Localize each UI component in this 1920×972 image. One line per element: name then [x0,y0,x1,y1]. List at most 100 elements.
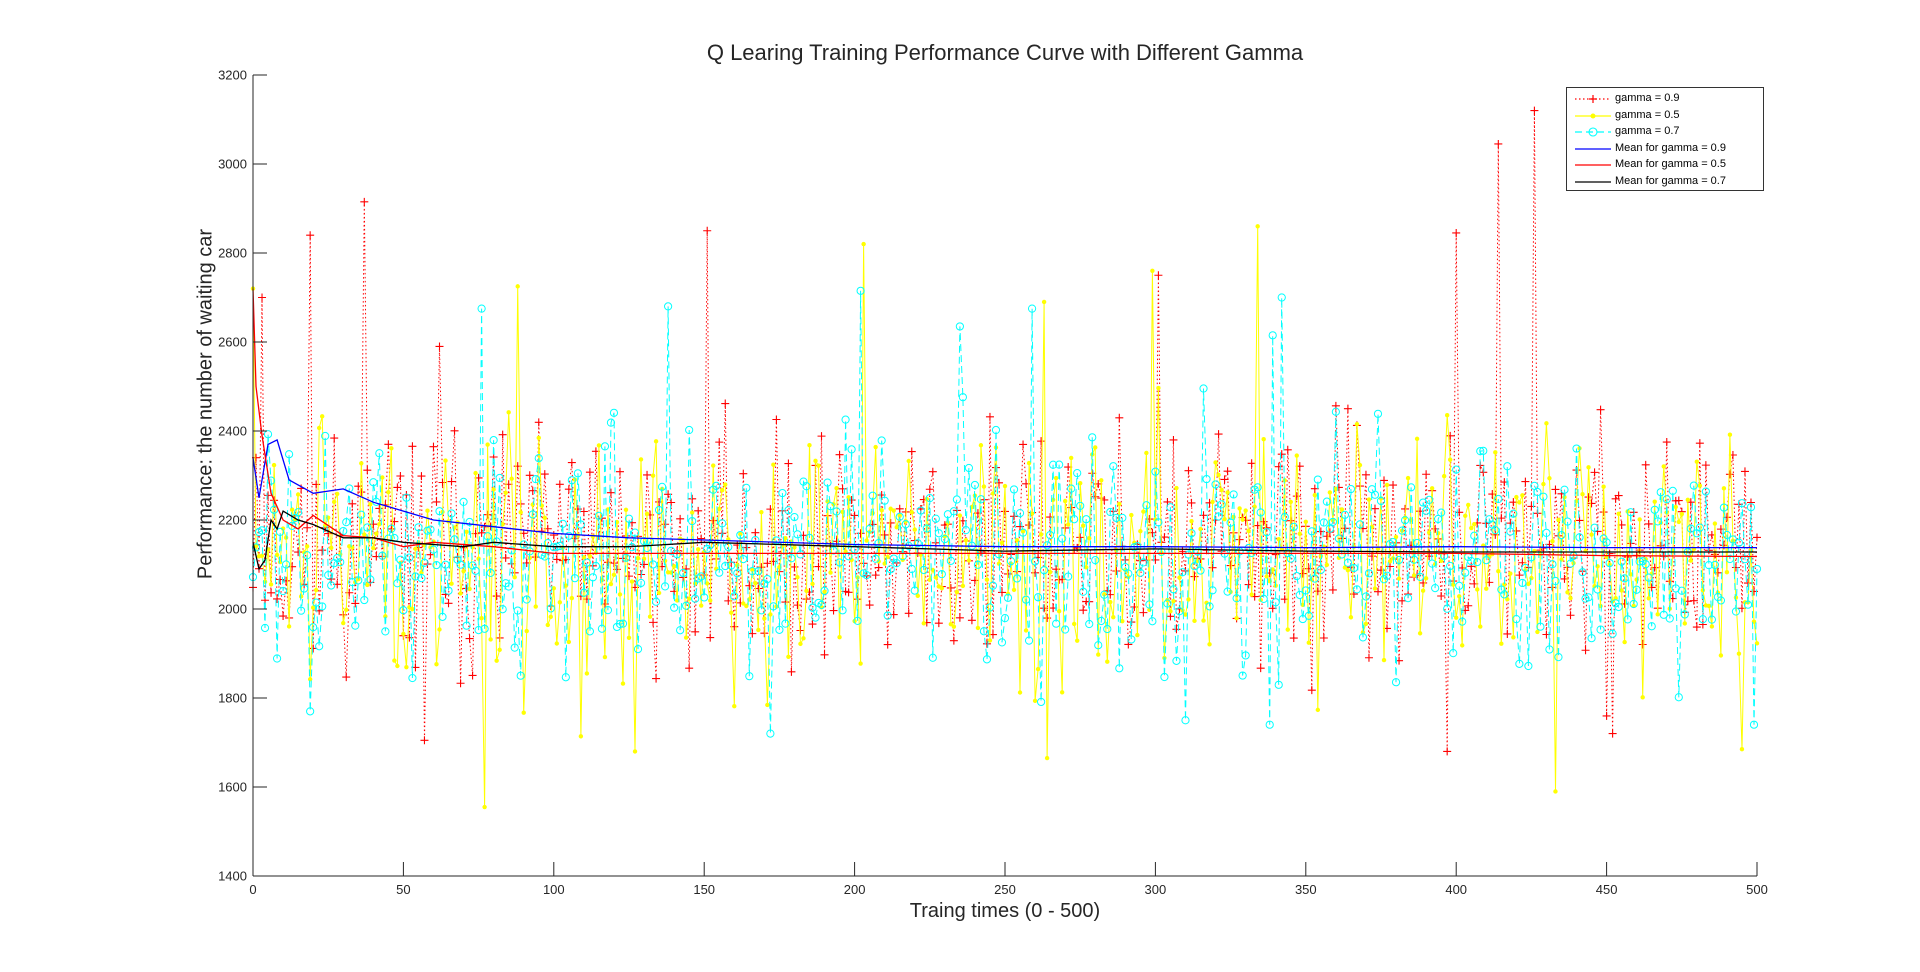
point-marker [1387,559,1393,564]
point-marker [721,561,730,571]
point-marker [286,624,292,629]
point-marker [1373,409,1383,418]
point-marker [1307,686,1316,695]
point-marker [1692,623,1701,632]
point-marker [778,488,787,498]
point-marker [1315,707,1321,713]
point-marker [1376,496,1386,506]
point-marker [1526,581,1531,587]
point-marker [1725,470,1734,479]
point-marker [417,573,426,583]
point-marker [637,570,646,579]
point-marker [661,520,670,529]
point-marker [1231,514,1236,520]
point-marker [721,399,730,408]
point-marker [1529,575,1534,581]
point-marker [396,555,405,564]
point-marker [952,495,961,504]
point-marker [1656,488,1665,497]
point-marker [748,629,757,638]
point-marker [1268,604,1277,613]
point-marker [768,612,773,617]
point-marker [1298,569,1307,578]
point-marker [1292,571,1301,581]
point-marker [898,552,907,561]
point-marker [603,606,613,615]
point-marker [1139,558,1148,567]
point-marker [1274,680,1283,689]
point-marker [1103,624,1112,634]
point-marker [990,491,996,496]
point-marker [333,553,342,563]
point-marker [715,568,724,577]
point-marker [1052,565,1061,574]
point-marker [858,661,863,666]
point-marker [1277,293,1286,302]
point-marker [697,572,706,581]
point-marker [660,582,670,591]
series-4-mean-line [252,288,1758,558]
point-marker [638,457,644,462]
point-marker [1249,592,1254,597]
point-marker [813,458,818,464]
legend: gamma = 0.9 gamma = 0.5 gamma = 0.7 Mean fo… [1566,87,1764,191]
point-marker [528,510,537,519]
point-marker [1226,518,1235,527]
point-marker [644,511,650,516]
point-marker [310,605,316,610]
point-marker [1488,490,1497,499]
point-marker [1035,666,1041,672]
x-axis-label: Traing times (0 - 500) [909,900,1101,922]
point-marker [392,658,397,663]
point-marker [351,599,360,608]
axes-layer: 0 50 100 150 200 250 300 350 400 450 500 1400 1600 18… [218,68,1768,898]
point-marker [363,466,372,475]
point-marker [1186,597,1191,602]
point-marker [1169,585,1178,594]
point-marker [507,546,516,555]
point-marker [273,594,282,603]
series-3-mean-line [252,438,1757,549]
point-marker [444,599,453,608]
point-marker [951,624,957,629]
point-marker [1052,619,1061,628]
point-marker [1704,561,1713,570]
point-marker [1363,621,1369,627]
point-marker [1502,582,1507,587]
point-marker [1343,558,1353,567]
point-marker [458,591,463,596]
point-marker [691,594,700,603]
point-marker [1208,586,1217,595]
point-marker [495,473,504,483]
point-marker [1438,558,1444,564]
y-tick-label: 1400 [218,869,247,884]
point-marker [1493,450,1498,455]
point-marker [1566,559,1575,568]
point-marker [515,284,520,289]
point-marker [1334,534,1343,543]
point-marker [274,552,280,558]
point-marker [1202,474,1211,484]
point-marker [1556,517,1561,523]
point-marker [546,604,555,613]
point-marker [1697,483,1703,488]
point-marker [479,615,484,621]
point-marker [670,603,679,612]
point-marker [1139,608,1148,617]
point-marker [1226,561,1235,570]
point-marker [676,514,685,523]
y-tick-label: 2600 [218,335,247,350]
point-marker [891,508,896,513]
point-marker [485,442,490,447]
point-marker [1572,444,1581,453]
point-marker [916,506,925,515]
point-marker [573,505,582,514]
point-marker [1701,461,1710,470]
point-marker [1452,228,1461,237]
point-marker [1521,563,1530,573]
point-marker [509,476,514,481]
point-marker [283,535,289,540]
point-marker [1081,523,1086,528]
point-marker [711,463,716,468]
point-marker [253,543,259,549]
